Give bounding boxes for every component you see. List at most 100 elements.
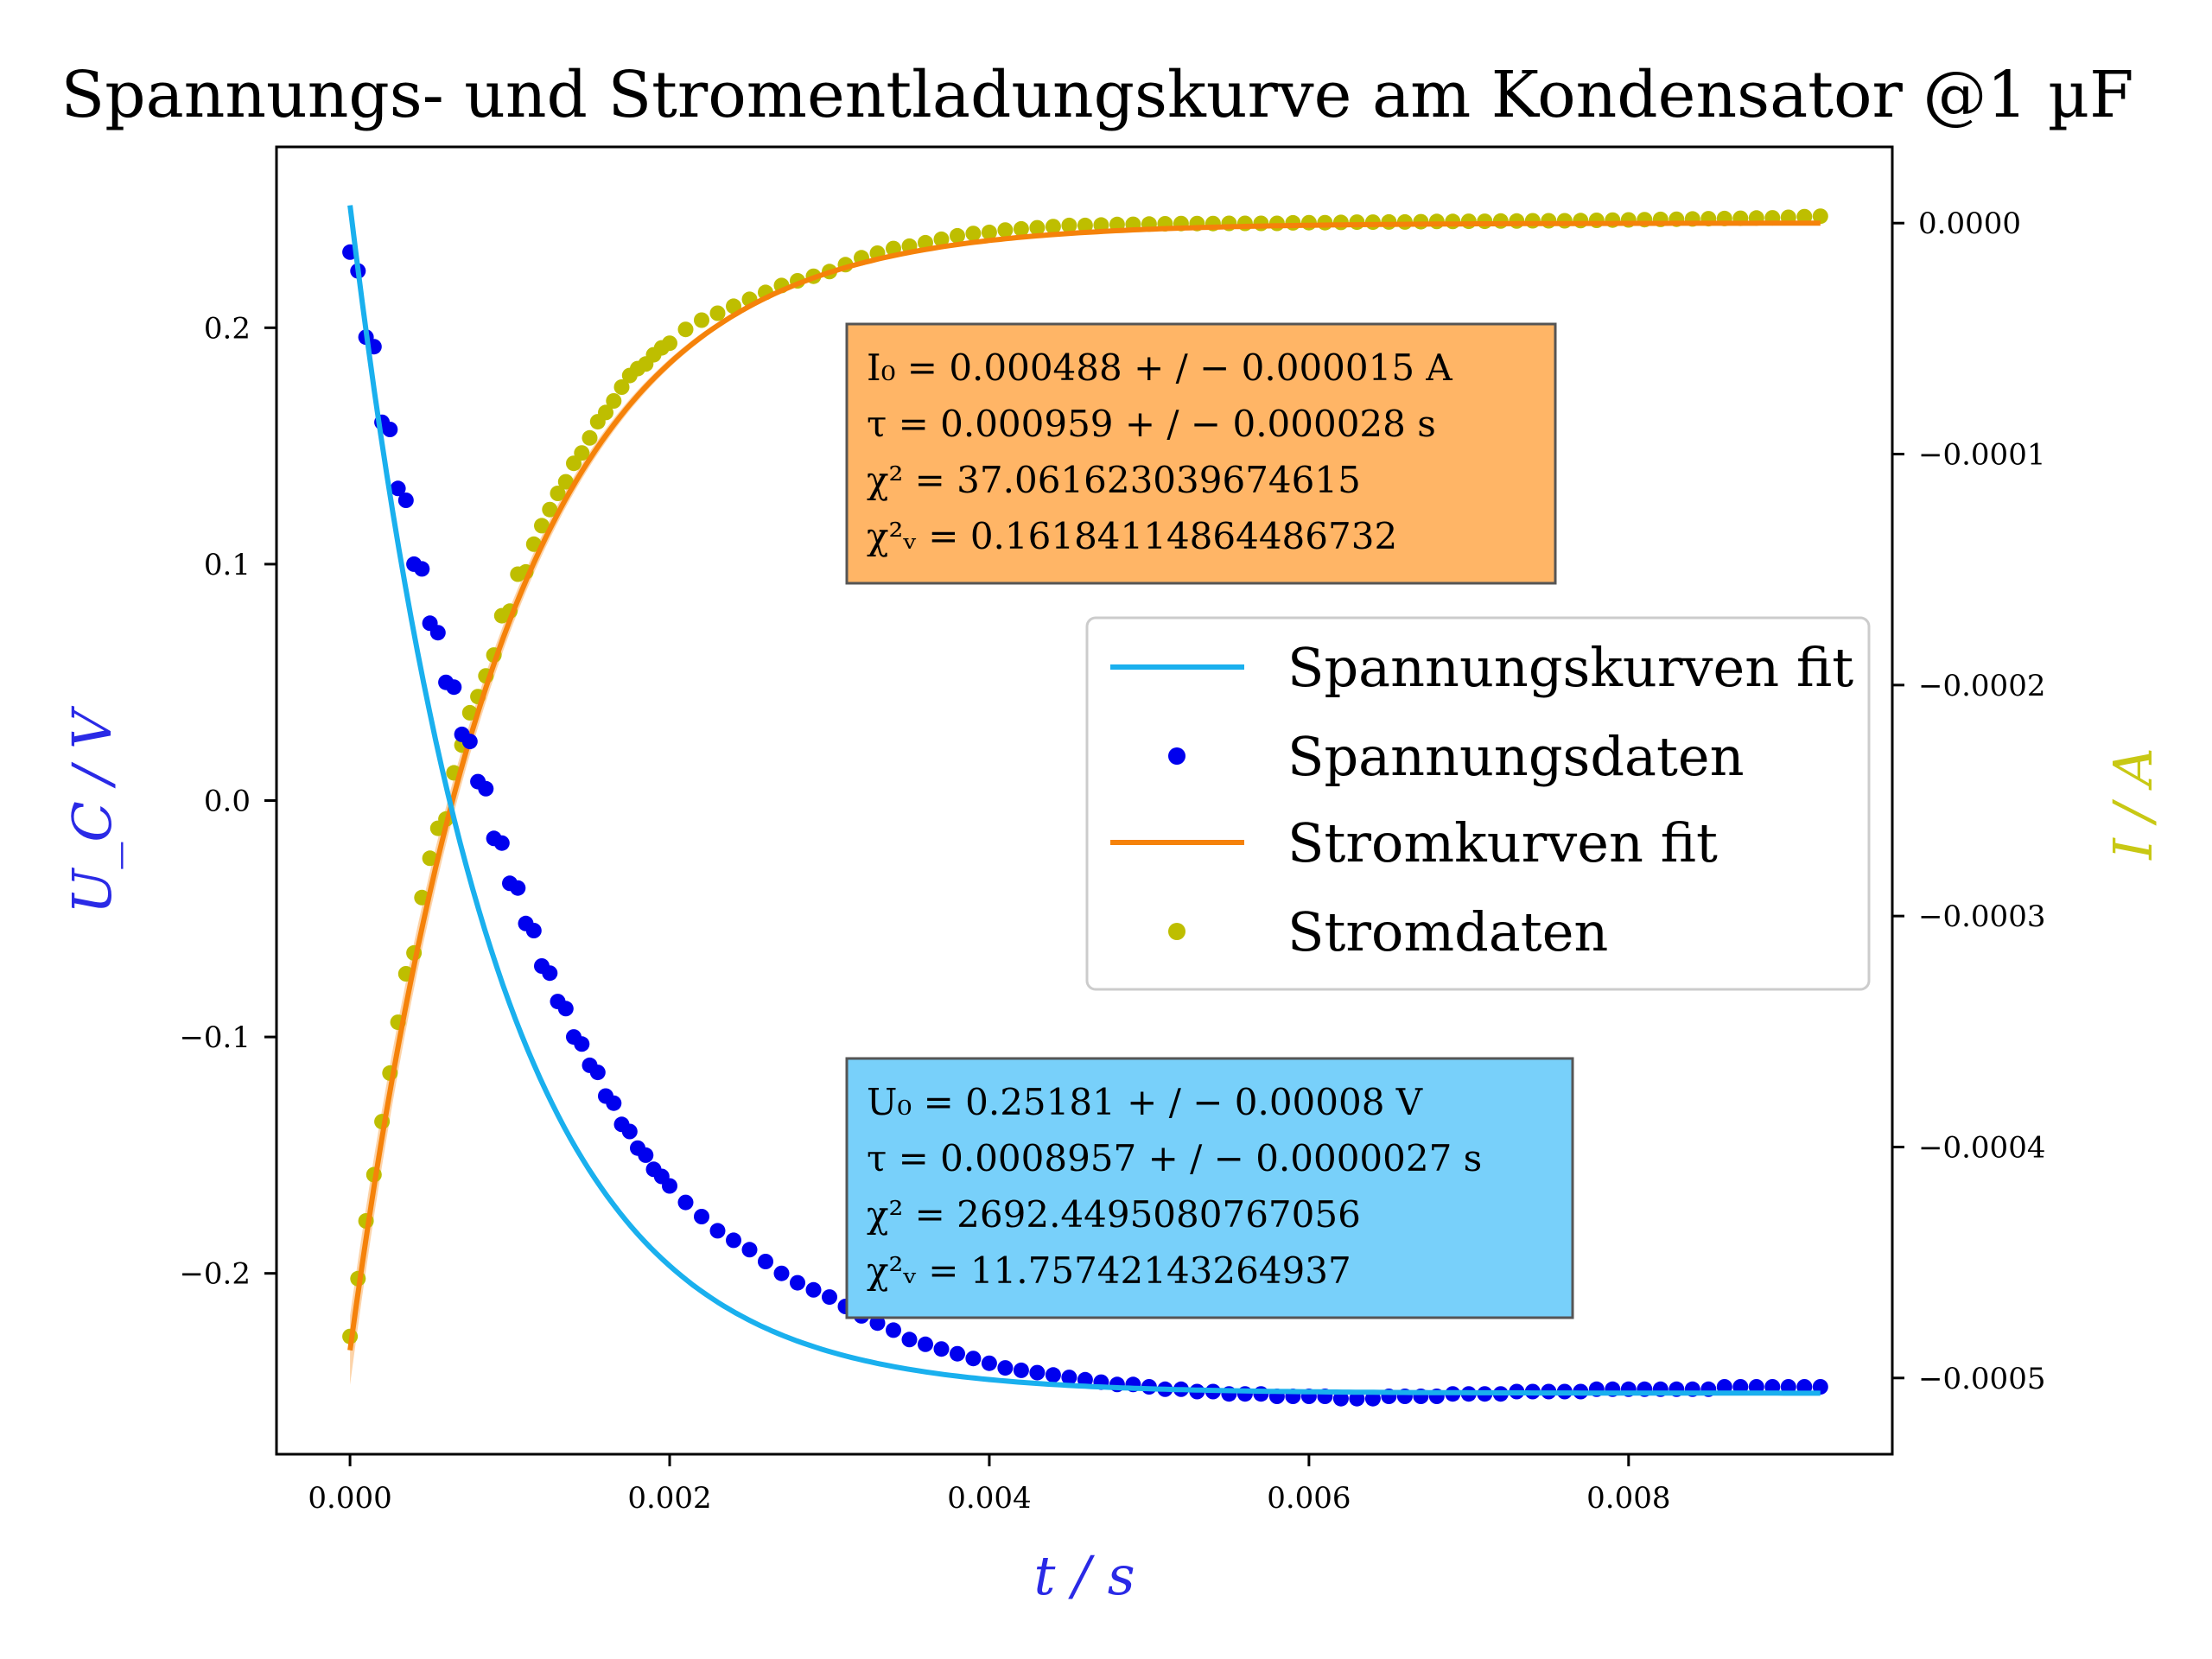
current-data-point (422, 850, 438, 867)
current-data-point (1013, 220, 1029, 237)
current-data-point (542, 501, 558, 518)
voltage-data-point (726, 1232, 741, 1249)
legend: Spannungskurven fit Spannungsdaten Strom… (1085, 616, 1871, 991)
legend-label-voltage-data: Spannungsdaten (1287, 725, 1745, 788)
voltage-data-point (606, 1095, 622, 1111)
voltage-data-point (790, 1274, 805, 1291)
voltage-data-point (709, 1223, 726, 1239)
voltage-data-point (965, 1351, 982, 1367)
current-data-point (1029, 219, 1046, 236)
current-data-point (461, 704, 478, 721)
current-data-point (525, 536, 542, 552)
voltage-fit-line (347, 205, 1821, 1396)
voltage-data-point (1029, 1364, 1046, 1381)
legend-swatch-voltage-data (1168, 747, 1185, 765)
voltage-data-point (1013, 1362, 1029, 1378)
current-fit-i0: I₀ = 0.000488 + / − 0.000015 A (867, 346, 1452, 389)
voltage-data-point (981, 1355, 997, 1371)
legend-label-voltage-fit: Spannungskurven fit (1287, 636, 1853, 699)
voltage-data-point (493, 835, 510, 851)
y-right-tick-label: −0.0003 (1918, 899, 2045, 934)
current-data-point (613, 379, 630, 395)
current-data-point (1509, 213, 1525, 229)
voltage-data-point (621, 1123, 638, 1140)
current-data-point (933, 231, 950, 247)
y-axis-right-label: I / A (2101, 747, 2164, 861)
x-tick-label: 0.002 (627, 1481, 711, 1516)
x-axis-label: t / s (1033, 1544, 1135, 1607)
x-tick-label: 0.004 (947, 1481, 1031, 1516)
voltage-data-point (758, 1254, 773, 1269)
voltage-fit-box-background (845, 1057, 1574, 1319)
voltage-data-point (933, 1341, 950, 1357)
current-data-point (1077, 217, 1093, 233)
legend-frame (1085, 616, 1871, 991)
voltage-data-point (773, 1265, 790, 1281)
y-right-tick-label: −0.0004 (1918, 1130, 2045, 1165)
voltage-data-point (574, 1036, 590, 1052)
current-data-point (981, 224, 997, 240)
current-data-point (1492, 213, 1509, 229)
voltage-data-point (510, 880, 526, 896)
axis-ticks: 0.000 0.002 0.004 0.006 0.008 0.2 0.1 0.0 −0.1 −0… (179, 207, 2045, 1516)
current-data-point (1285, 214, 1301, 231)
current-data-point (709, 305, 726, 321)
y-axis-left-label: U_C / V (60, 705, 124, 914)
voltage-data-point (542, 965, 558, 982)
current-data-point (534, 518, 550, 534)
current-fit-result-box: I₀ = 0.000488 + / − 0.000015 A τ = 0.000… (845, 322, 1557, 585)
voltage-data-point (390, 480, 406, 497)
current-data-point (965, 226, 982, 242)
current-data-point (662, 335, 677, 352)
y-right-tick-label: −0.0001 (1918, 438, 2045, 473)
voltage-data-point (414, 561, 430, 577)
voltage-fit-tau: τ = 0.0008957 + / − 0.0000027 s (867, 1137, 1482, 1179)
voltage-data-point (638, 1147, 654, 1163)
voltage-data-point (525, 923, 542, 938)
legend-swatch-current-data (1168, 923, 1185, 940)
voltage-data-point (461, 734, 478, 750)
current-data-point (1253, 215, 1269, 232)
current-data-point (557, 474, 574, 490)
current-data-point (550, 486, 566, 501)
voltage-fit-u0: U₀ = 0.25181 + / − 0.00008 V (867, 1081, 1423, 1123)
voltage-data-point (1349, 1390, 1365, 1407)
voltage-data-point (382, 422, 398, 437)
current-data-point (677, 321, 694, 338)
current-fit-chi2-reduced: χ²ᵥ = 0.16184114864486732 (867, 515, 1397, 557)
current-data-point (997, 222, 1014, 238)
current-data-point (1796, 208, 1813, 225)
voltage-data-point (901, 1332, 918, 1348)
legend-label-current-fit: Stromkurven fit (1287, 811, 1718, 874)
voltage-fit-chi2: χ² = 2692.4495080767056 (867, 1193, 1361, 1236)
voltage-fit-chi2-reduced: χ²ᵥ = 11.75742143264937 (867, 1249, 1351, 1292)
voltage-data-point (677, 1194, 694, 1211)
y-left-tick-label: 0.2 (204, 311, 251, 346)
current-data-point (582, 429, 598, 446)
y-right-tick-label: 0.0000 (1918, 207, 2021, 241)
current-data-point (574, 445, 590, 461)
voltage-fit-result-box: U₀ = 0.25181 + / − 0.00008 V τ = 0.00089… (845, 1057, 1574, 1319)
legend-label-current-data: Stromdaten (1287, 900, 1608, 963)
voltage-data-point (869, 1315, 886, 1332)
voltage-data-point (1061, 1370, 1077, 1386)
voltage-data-point (662, 1178, 677, 1194)
data-series (342, 205, 1828, 1407)
voltage-data-point (557, 1001, 574, 1017)
y-left-tick-label: 0.1 (204, 548, 251, 582)
voltage-data-point (1045, 1367, 1061, 1383)
voltage-data-point (1332, 1390, 1349, 1407)
voltage-data-point (741, 1242, 758, 1258)
y-right-tick-label: −0.0005 (1918, 1362, 2045, 1396)
voltage-data-point (446, 679, 462, 696)
voltage-data-point (478, 780, 494, 797)
current-data-point (950, 227, 965, 244)
voltage-data-point (950, 1345, 965, 1362)
voltage-data-point (589, 1065, 606, 1081)
y-left-tick-label: 0.0 (204, 785, 251, 819)
current-data-point (1556, 213, 1573, 229)
current-fit-box-background (845, 322, 1557, 585)
current-data-point (1045, 219, 1061, 235)
current-data-point (606, 393, 622, 409)
